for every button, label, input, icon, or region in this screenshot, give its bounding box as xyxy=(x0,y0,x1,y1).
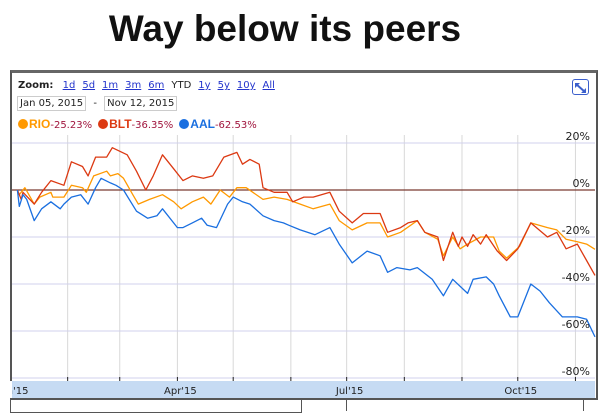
expand-arrows-icon[interactable] xyxy=(572,79,589,95)
legend-dot-icon xyxy=(98,119,109,129)
zoom-option-10y[interactable]: 10y xyxy=(236,80,256,91)
legend-value: -25.23% xyxy=(50,120,93,131)
zoom-option-5d[interactable]: 5d xyxy=(82,80,96,91)
legend-item-blt[interactable]: BLT-36.35% xyxy=(98,117,174,131)
legend-dot-icon xyxy=(18,119,28,129)
zoom-label: Zoom: xyxy=(18,80,54,91)
navigator-strip[interactable] xyxy=(12,381,595,398)
zoom-option-6m[interactable]: 6m xyxy=(148,80,165,91)
date-separator: - xyxy=(93,98,97,109)
lower-divider xyxy=(346,399,347,411)
zoom-option-all[interactable]: All xyxy=(262,80,275,91)
legend: RIO-25.23% BLT-36.35% AAL-62.53% xyxy=(18,117,263,131)
legend-name: BLT xyxy=(109,117,132,131)
legend-value: -62.53% xyxy=(214,120,257,131)
lower-divider xyxy=(583,399,584,411)
legend-name: RIO xyxy=(29,117,51,131)
legend-item-rio[interactable]: RIO-25.23% xyxy=(18,117,93,131)
zoom-option-1m[interactable]: 1m xyxy=(102,80,119,91)
legend-item-aal[interactable]: AAL-62.53% xyxy=(179,117,257,131)
date-to-input[interactable]: Nov 12, 2015 xyxy=(104,96,178,111)
date-from-input[interactable]: Jan 05, 2015 xyxy=(17,96,87,111)
zoom-option-1d[interactable]: 1d xyxy=(62,80,76,91)
date-range: Jan 05, 2015 - Nov 12, 2015 xyxy=(17,96,178,111)
zoom-option-1y[interactable]: 1y xyxy=(198,80,211,91)
zoom-controls: Zoom: 1d 5d 1m 3m 6m YTD 1y 5y 10y All xyxy=(18,80,282,91)
legend-value: -36.35% xyxy=(131,120,174,131)
legend-dot-icon xyxy=(179,119,190,129)
zoom-option-3m[interactable]: 3m xyxy=(125,80,142,91)
lower-panel xyxy=(10,399,302,413)
legend-name: AAL xyxy=(190,117,215,131)
chart-frame xyxy=(10,70,598,400)
zoom-option-ytd[interactable]: YTD xyxy=(171,80,192,91)
page-title: Way below its peers xyxy=(108,8,462,49)
zoom-option-5y[interactable]: 5y xyxy=(217,80,230,91)
